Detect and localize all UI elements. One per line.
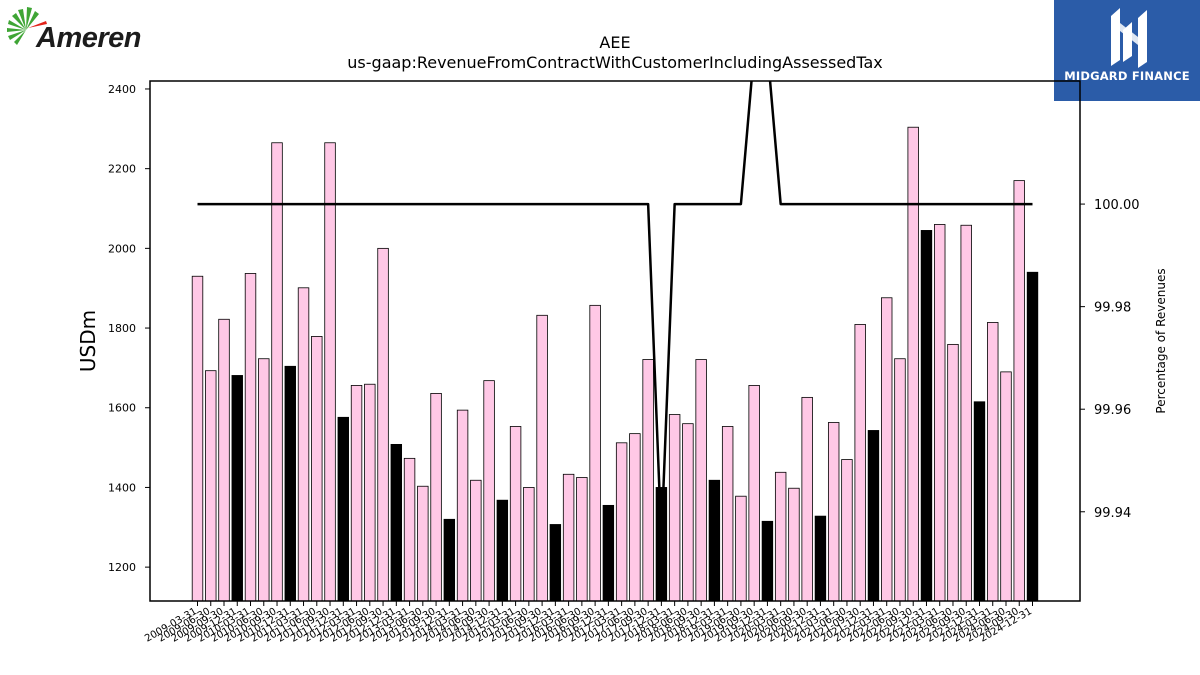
bar-series	[191, 126, 1039, 602]
bar	[337, 416, 349, 602]
y2-axis: 99.94 99.96 99.98 100.00	[1080, 198, 1140, 521]
chart-title: AEE	[599, 33, 630, 52]
y2-tick-label: 100.00	[1094, 198, 1140, 213]
bar	[284, 365, 296, 602]
bar	[655, 487, 668, 602]
bar	[1013, 180, 1025, 602]
bar	[801, 396, 813, 602]
bar	[350, 385, 363, 602]
bar	[311, 336, 323, 602]
bar	[417, 485, 429, 602]
bar	[536, 314, 548, 602]
bar	[390, 443, 403, 602]
y-tick-label: 1600	[108, 402, 136, 415]
bar	[761, 520, 774, 602]
bar	[205, 370, 217, 602]
bar	[748, 385, 760, 602]
bar	[430, 392, 442, 602]
bar	[668, 414, 681, 602]
x-axis: 2009-03-312009-06-302009-09-302009-12-31…	[143, 601, 1034, 645]
bar	[735, 495, 747, 602]
bar	[934, 224, 946, 602]
bar	[297, 287, 310, 602]
y2-axis-label: Percentage of Revenues	[1154, 268, 1168, 413]
bar	[774, 471, 787, 602]
bar	[629, 433, 641, 602]
y-tick-label: 1400	[108, 481, 136, 494]
bar	[708, 479, 721, 602]
y-axis: 1200 1400 1600 1800 2000 2200 2400	[108, 83, 150, 574]
bar	[470, 479, 482, 602]
bar	[881, 297, 893, 602]
bar	[814, 515, 827, 602]
bar	[244, 273, 257, 602]
bar	[682, 423, 694, 602]
bar	[827, 422, 840, 602]
bar	[523, 487, 535, 602]
bar	[920, 230, 933, 602]
bar	[867, 430, 880, 602]
bar	[721, 426, 734, 602]
sunburst-icon	[7, 7, 47, 45]
y-axis-label: USDm	[76, 310, 100, 372]
bar	[695, 359, 707, 602]
y-tick-label: 1200	[108, 561, 136, 574]
midgard-finance-text: MIDGARD FINANCE	[1064, 69, 1190, 83]
bar	[1000, 371, 1012, 602]
percentage-line	[197, 81, 1033, 542]
bar	[973, 401, 986, 602]
bar	[231, 375, 243, 602]
bar	[947, 343, 959, 602]
y-tick-label: 2000	[108, 242, 136, 255]
y2-tick-label: 99.94	[1094, 506, 1131, 521]
bar	[191, 275, 204, 602]
y-tick-label: 2400	[108, 83, 136, 96]
bar	[987, 322, 999, 602]
bar	[456, 409, 469, 602]
bar	[1026, 271, 1039, 602]
bar	[589, 304, 601, 602]
bar	[324, 142, 336, 602]
bar	[218, 318, 230, 602]
percentage-line-series	[197, 81, 1033, 542]
bar	[377, 247, 389, 602]
chart-subtitle: us-gaap:RevenueFromContractWithCustomerI…	[347, 53, 882, 72]
bar	[258, 358, 270, 602]
bar	[576, 477, 588, 602]
midgard-m-icon	[1111, 8, 1147, 68]
bar	[496, 499, 509, 602]
y-tick-label: 2200	[108, 163, 136, 176]
plot-frame	[149, 80, 1081, 602]
ameren-logo-text: Ameren	[36, 22, 142, 54]
ameren-logo: Ameren	[4, 4, 144, 60]
bar	[443, 518, 456, 602]
y-tick-label: 1800	[108, 322, 136, 335]
bar	[562, 473, 575, 602]
bar	[364, 383, 376, 602]
bar	[403, 457, 416, 602]
ameren-logo-mark	[7, 7, 47, 45]
midgard-finance-logo: MIDGARD FINANCE	[1054, 0, 1200, 101]
bar	[854, 324, 866, 602]
bar	[642, 359, 654, 602]
y2-tick-label: 99.98	[1094, 301, 1131, 316]
bar	[788, 487, 800, 602]
bar	[483, 380, 495, 602]
bar	[509, 426, 522, 602]
bar	[615, 442, 628, 602]
bar	[549, 524, 562, 602]
bar	[602, 504, 615, 602]
y2-tick-label: 99.96	[1094, 403, 1131, 418]
bar	[907, 126, 919, 602]
bar	[894, 358, 906, 602]
bar	[271, 142, 283, 602]
bar	[841, 459, 853, 602]
bar	[960, 224, 972, 602]
